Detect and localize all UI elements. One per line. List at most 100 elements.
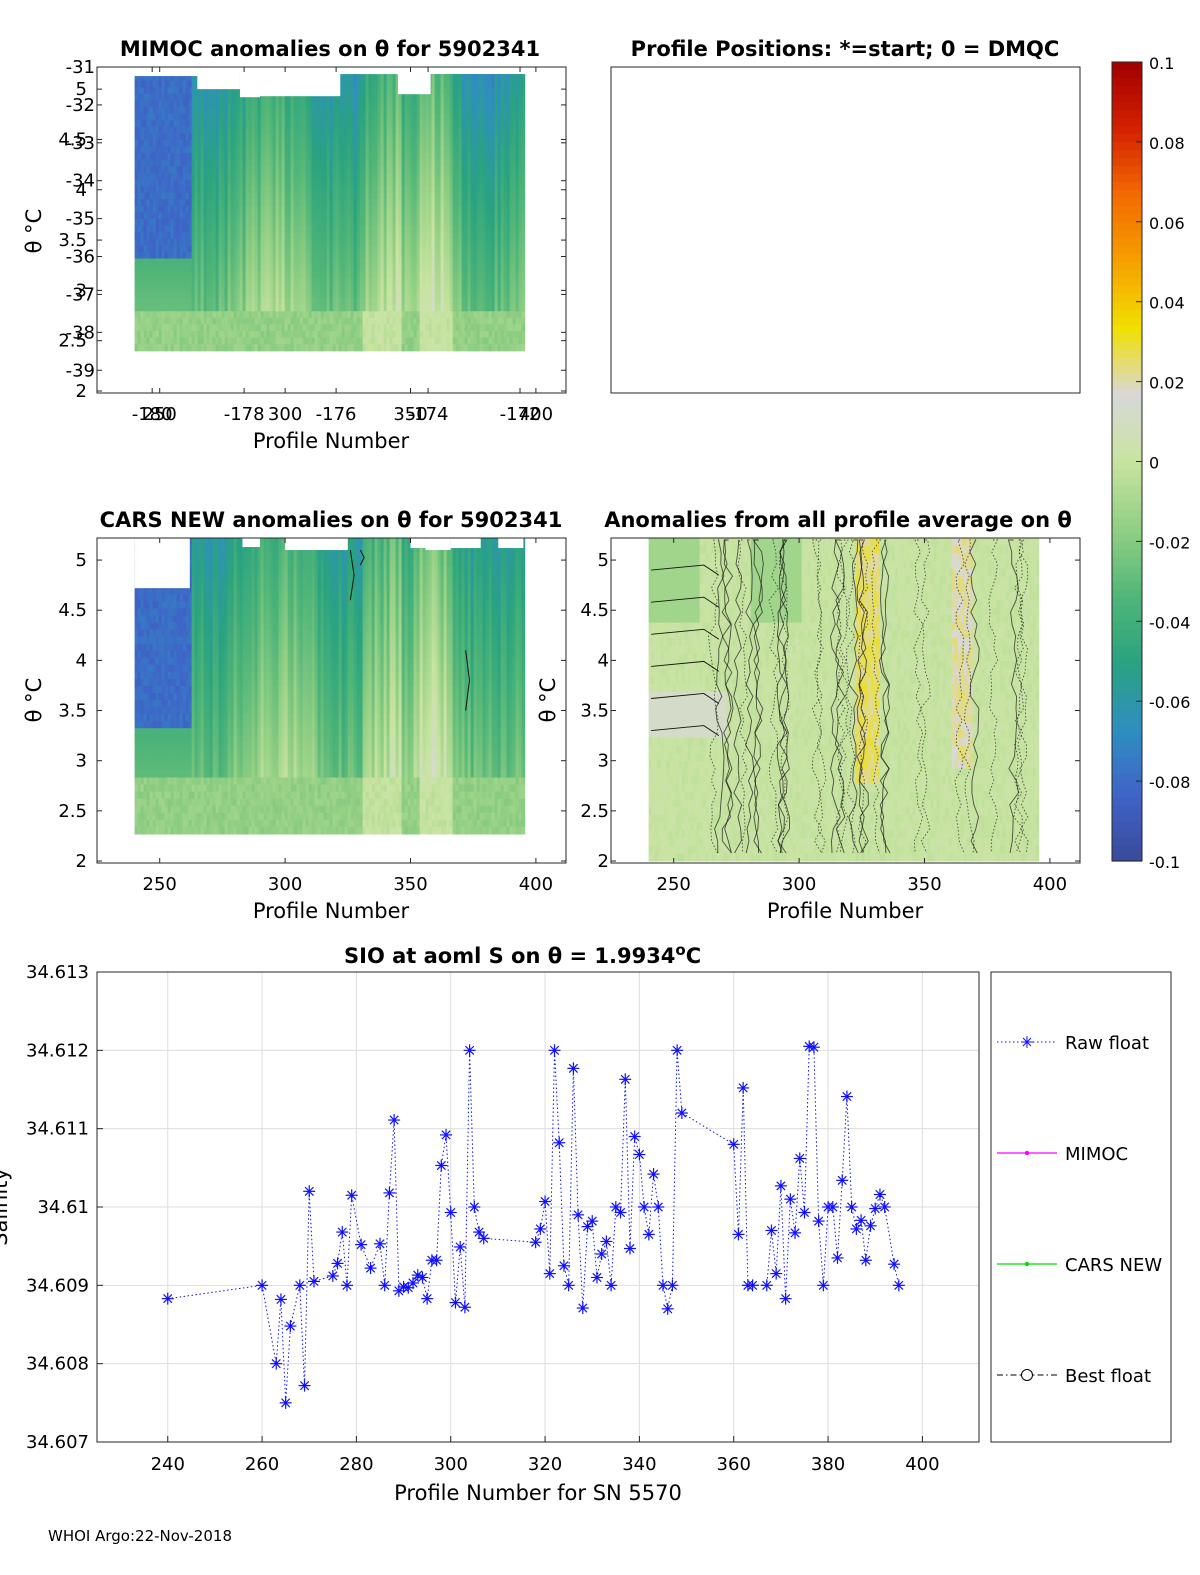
heat-cell bbox=[179, 317, 184, 325]
heat-cell bbox=[152, 106, 157, 115]
heat-cell bbox=[305, 337, 310, 345]
heat-cell bbox=[413, 93, 418, 101]
heat-cell bbox=[254, 337, 259, 345]
heat-cell bbox=[350, 100, 355, 108]
heat-cell bbox=[386, 205, 391, 213]
heat-cell bbox=[332, 166, 337, 174]
heat-cell bbox=[377, 100, 382, 108]
heat-cell bbox=[161, 258, 166, 266]
heat-cell bbox=[209, 212, 214, 220]
heat-cell bbox=[452, 251, 457, 260]
heat-cell bbox=[329, 291, 334, 299]
heat-cell bbox=[467, 159, 472, 167]
heat-cell bbox=[248, 153, 253, 161]
heat-cell bbox=[299, 126, 304, 134]
heat-cell bbox=[257, 218, 262, 227]
heat-cell bbox=[137, 271, 142, 279]
heat-cell bbox=[170, 298, 175, 306]
heat-cell bbox=[479, 172, 484, 181]
heat-cell bbox=[290, 153, 295, 161]
heat-cell bbox=[140, 153, 145, 161]
heat-cell bbox=[287, 159, 292, 167]
heat-cell bbox=[452, 80, 457, 88]
heat-cell bbox=[242, 232, 247, 240]
heat-cell bbox=[143, 166, 148, 174]
heat-cell bbox=[455, 166, 460, 174]
heat-cell bbox=[164, 113, 169, 121]
heat-cell bbox=[410, 271, 415, 279]
heat-cell bbox=[233, 258, 238, 266]
heat-cell bbox=[320, 265, 325, 273]
heat-cell bbox=[485, 106, 490, 115]
heat-cell bbox=[395, 106, 400, 115]
heat-cell bbox=[308, 146, 313, 154]
heat-cell bbox=[407, 238, 412, 246]
heat-cell bbox=[401, 113, 406, 121]
heat-cell bbox=[473, 232, 478, 240]
heat-cell bbox=[479, 74, 484, 82]
heat-cell bbox=[467, 186, 472, 194]
heat-cell bbox=[302, 245, 307, 253]
heat-cell bbox=[215, 265, 220, 273]
heat-cell bbox=[389, 238, 394, 246]
heat-cell bbox=[149, 192, 154, 200]
heat-cell bbox=[392, 218, 397, 227]
heat-cell bbox=[233, 232, 238, 240]
heat-cell bbox=[404, 298, 409, 306]
heat-cell bbox=[353, 225, 358, 233]
heat-cell bbox=[227, 337, 232, 345]
heat-cell bbox=[413, 324, 418, 332]
heat-cell bbox=[446, 179, 451, 187]
heat-cell bbox=[371, 265, 376, 273]
heat-cell bbox=[287, 126, 292, 134]
heat-cell bbox=[167, 120, 172, 128]
heat-cell bbox=[482, 271, 487, 279]
heat-cell bbox=[338, 159, 343, 167]
heat-cell bbox=[485, 311, 490, 319]
heat-cell bbox=[374, 159, 379, 167]
heat-cell bbox=[362, 106, 367, 115]
heat-cell bbox=[224, 120, 229, 128]
heat-cell bbox=[236, 212, 241, 220]
heat-cell bbox=[149, 271, 154, 279]
heat-cell bbox=[479, 205, 484, 213]
heat-cell bbox=[203, 113, 208, 121]
heat-cell bbox=[392, 205, 397, 213]
heat-cell bbox=[302, 199, 307, 207]
heat-cell bbox=[224, 87, 229, 95]
heat-cell bbox=[308, 251, 313, 260]
heat-cell bbox=[422, 179, 427, 187]
heat-cell bbox=[212, 337, 217, 345]
heat-cell bbox=[278, 311, 283, 319]
heat-cell bbox=[488, 337, 493, 345]
heat-cell bbox=[218, 205, 223, 213]
heat-cell bbox=[302, 284, 307, 293]
heat-cell bbox=[266, 113, 271, 121]
heat-cell bbox=[188, 225, 193, 233]
heat-cell bbox=[215, 153, 220, 161]
heat-cell bbox=[305, 146, 310, 154]
heat-cell bbox=[470, 100, 475, 108]
heat-cell bbox=[182, 113, 187, 121]
heat-cell bbox=[350, 344, 355, 352]
heat-cell bbox=[209, 139, 214, 148]
heat-cell bbox=[350, 324, 355, 332]
heat-cell bbox=[374, 311, 379, 319]
heat-cell bbox=[410, 284, 415, 293]
heat-cell bbox=[320, 133, 325, 141]
heat-cell bbox=[476, 172, 481, 181]
heat-cell bbox=[269, 265, 274, 273]
heat-cell bbox=[398, 179, 403, 187]
heat-cell bbox=[473, 337, 478, 345]
heat-cell bbox=[374, 126, 379, 134]
heat-cell bbox=[401, 291, 406, 299]
heat-cell bbox=[485, 251, 490, 260]
heat-cell bbox=[365, 87, 370, 95]
heat-cell bbox=[479, 106, 484, 115]
heat-cell bbox=[260, 324, 265, 332]
heat-cell bbox=[422, 232, 427, 240]
heat-cell bbox=[443, 205, 448, 213]
heat-cell bbox=[230, 291, 235, 299]
heat-cell bbox=[314, 146, 319, 154]
heat-cell bbox=[320, 120, 325, 128]
